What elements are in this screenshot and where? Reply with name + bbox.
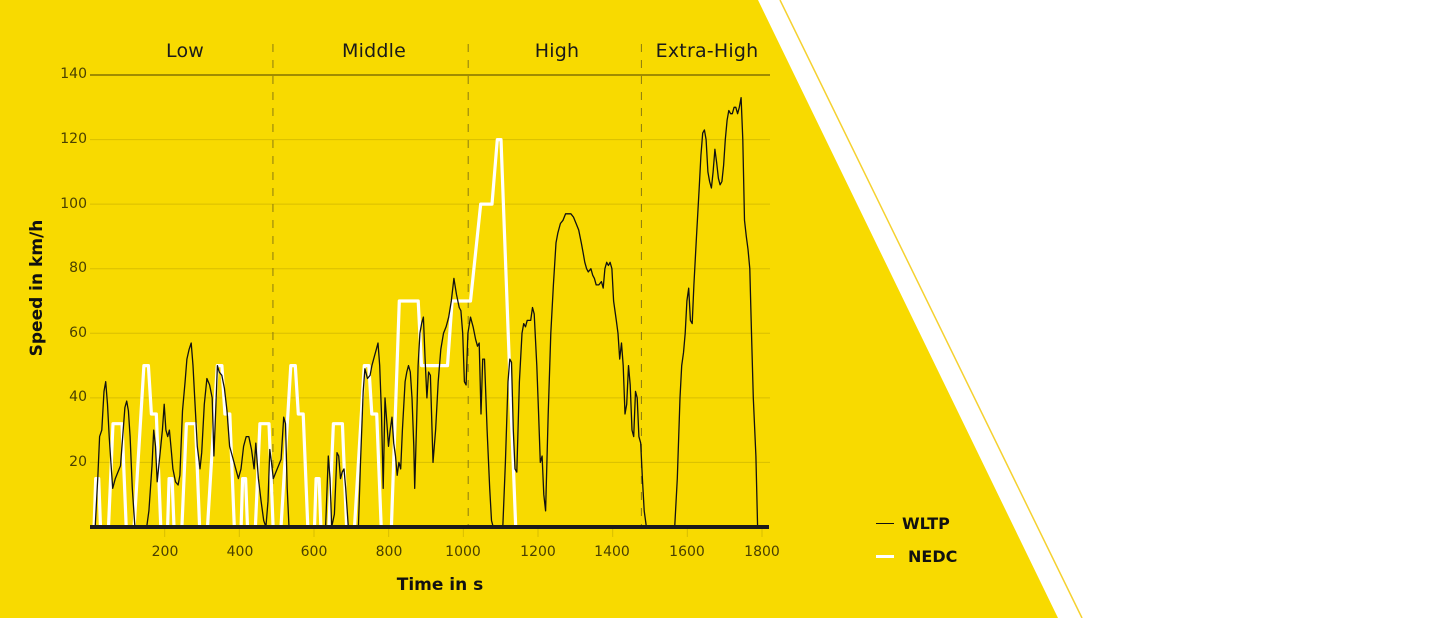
x-tick-marks (164, 529, 763, 537)
x-tick-400: 400 (226, 544, 254, 560)
legend-label-nedc: NEDC (908, 547, 958, 566)
nedc-swatch-icon (876, 554, 894, 559)
x-tick-1600: 1600 (669, 544, 705, 560)
phase-label-middle: Middle (342, 40, 406, 62)
x-tick-200: 200 (151, 544, 179, 560)
grid-lines (90, 139, 770, 463)
y-tick-20: 20 (69, 454, 87, 470)
y-tick-80: 80 (69, 260, 87, 276)
y-tick-140: 140 (60, 66, 87, 82)
y-tick-100: 100 (60, 196, 87, 212)
y-tick-60: 60 (69, 325, 87, 341)
y-tick-120: 120 (60, 131, 87, 147)
yellow-trapezoid (0, 0, 1058, 618)
phase-label-low: Low (165, 40, 205, 62)
legend-item-nedc: NEDC (876, 547, 957, 566)
phase-dividers (272, 44, 642, 527)
x-tick-1200: 1200 (520, 544, 556, 560)
legend-label-wltp: WLTP (902, 514, 950, 533)
x-axis-title: Time in s (396, 575, 484, 595)
nedc-series-line (90, 138, 521, 529)
legend-item-wltp: WLTP (876, 514, 950, 533)
x-tick-1800: 1800 (744, 544, 780, 560)
x-tick-600: 600 (300, 544, 328, 560)
accent-diagonal-stripe (779, 0, 1083, 618)
x-tick-1000: 1000 (445, 544, 481, 560)
wltp-swatch-icon (876, 522, 894, 525)
x-tick-1400: 1400 (594, 544, 630, 560)
y-axis-title: Speed in km/h (27, 219, 47, 357)
x-tick-800: 800 (375, 544, 403, 560)
wltp-series-line (94, 96, 759, 528)
y-tick-40: 40 (69, 389, 87, 405)
phase-label-high: High (534, 40, 580, 62)
phase-label-extra-high: Extra-High (655, 40, 759, 62)
